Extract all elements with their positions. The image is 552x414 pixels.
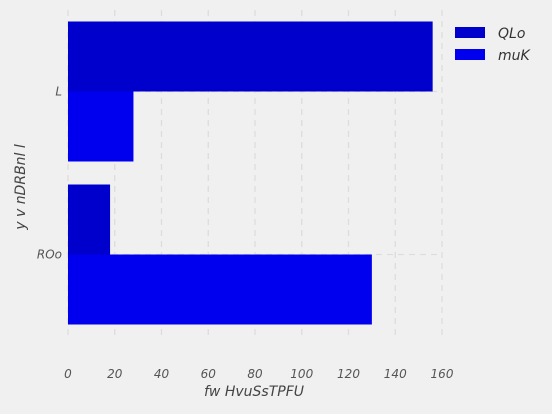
x-tick-label-8: 160 xyxy=(431,367,454,381)
y-axis-title: y v nDRBnl l xyxy=(13,144,29,231)
bar-layer xyxy=(68,21,433,325)
x-tick-label-7: 140 xyxy=(384,367,407,381)
x-tick-label-3: 60 xyxy=(201,367,217,381)
bar-ROo-QLo xyxy=(68,184,111,255)
legend-swatch-QLo xyxy=(455,27,485,38)
y-tick-labels: ROo L xyxy=(37,85,62,262)
bar-L-QLo xyxy=(68,21,433,92)
x-tick-label-2: 40 xyxy=(154,367,170,381)
y-tick-label-L: L xyxy=(55,85,62,99)
legend-swatch-muK xyxy=(455,49,485,60)
x-tick-label-6: 120 xyxy=(337,367,360,381)
legend: QLo muK xyxy=(455,26,532,64)
x-tick-label-5: 100 xyxy=(290,367,313,381)
bar-L-muK xyxy=(68,91,134,162)
x-tick-label-0: 0 xyxy=(64,367,72,381)
legend-label-QLo: QLo xyxy=(498,26,525,42)
bar-ROo-muK xyxy=(68,254,372,325)
x-axis-title: fw HvuSsTPFU xyxy=(204,384,304,400)
legend-label-muK: muK xyxy=(498,48,532,64)
y-tick-label-ROo: ROo xyxy=(37,248,62,262)
x-tick-labels: 0 20 40 60 80 100 120 140 160 xyxy=(64,367,454,381)
x-tick-label-1: 20 xyxy=(107,367,123,381)
x-tick-label-4: 80 xyxy=(247,367,263,381)
